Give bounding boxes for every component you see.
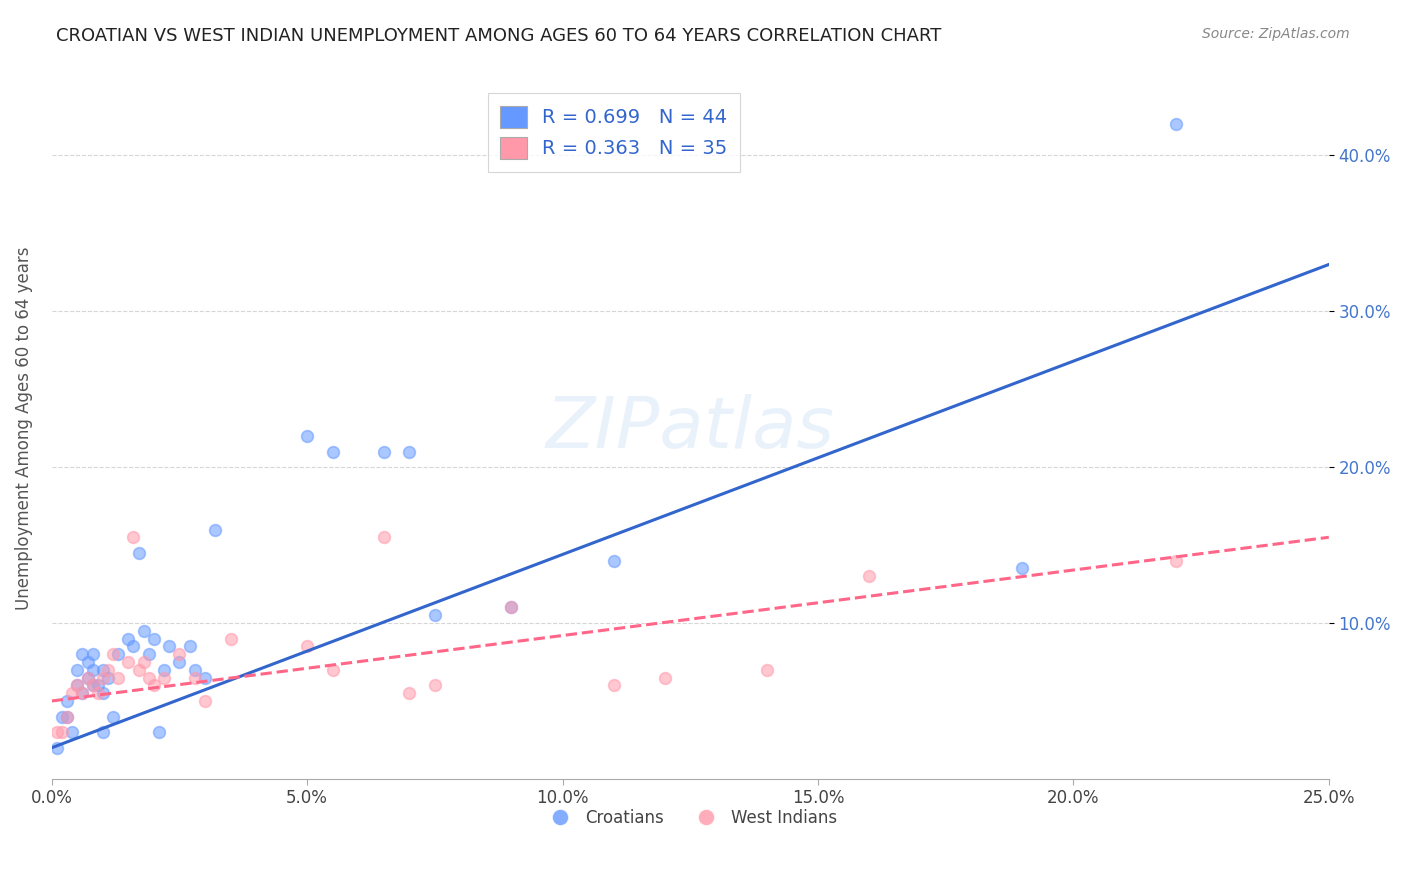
Point: [91, 686, 114, 700]
Point: [142, 678, 165, 692]
Point: [66, 663, 89, 677]
Point: [398, 686, 420, 700]
Point: [138, 671, 160, 685]
Point: [97, 671, 120, 685]
Point: [295, 429, 318, 443]
Point: [501, 600, 523, 615]
Point: [51, 709, 73, 723]
Point: [91, 663, 114, 677]
Point: [138, 647, 160, 661]
Point: [148, 725, 170, 739]
Point: [204, 523, 226, 537]
Point: [122, 530, 145, 544]
Point: [82, 678, 104, 692]
Point: [82, 647, 104, 661]
Point: [602, 678, 624, 692]
Y-axis label: Unemployment Among Ages 60 to 64 years: Unemployment Among Ages 60 to 64 years: [15, 246, 32, 610]
Point: [45, 740, 67, 755]
Point: [184, 663, 207, 677]
Point: [755, 663, 778, 677]
Point: [654, 671, 676, 685]
Point: [322, 444, 344, 458]
Point: [97, 663, 120, 677]
Point: [87, 678, 110, 692]
Point: [60, 686, 83, 700]
Point: [56, 694, 79, 708]
Point: [72, 686, 94, 700]
Point: [101, 647, 124, 661]
Point: [122, 640, 145, 654]
Point: [66, 678, 89, 692]
Point: [179, 640, 201, 654]
Point: [194, 694, 217, 708]
Point: [76, 655, 98, 669]
Point: [56, 709, 79, 723]
Point: [91, 725, 114, 739]
Point: [82, 678, 104, 692]
Point: [117, 632, 139, 646]
Point: [184, 671, 207, 685]
Point: [322, 663, 344, 677]
Point: [128, 663, 150, 677]
Text: CROATIAN VS WEST INDIAN UNEMPLOYMENT AMONG AGES 60 TO 64 YEARS CORRELATION CHART: CROATIAN VS WEST INDIAN UNEMPLOYMENT AMO…: [56, 27, 942, 45]
Point: [107, 671, 129, 685]
Point: [72, 686, 94, 700]
Point: [72, 647, 94, 661]
Point: [142, 632, 165, 646]
Point: [169, 655, 191, 669]
Legend: Croatians, West Indians: Croatians, West Indians: [537, 803, 844, 834]
Point: [51, 725, 73, 739]
Point: [128, 546, 150, 560]
Point: [87, 686, 110, 700]
Point: [169, 647, 191, 661]
Point: [157, 640, 180, 654]
Point: [45, 725, 67, 739]
Point: [602, 554, 624, 568]
Point: [66, 678, 89, 692]
Point: [219, 632, 242, 646]
Point: [60, 725, 83, 739]
Point: [423, 608, 446, 623]
Point: [117, 655, 139, 669]
Point: [1164, 117, 1187, 131]
Point: [295, 640, 318, 654]
Point: [132, 655, 155, 669]
Point: [101, 709, 124, 723]
Point: [373, 530, 395, 544]
Point: [153, 671, 176, 685]
Point: [132, 624, 155, 638]
Point: [423, 678, 446, 692]
Point: [76, 671, 98, 685]
Point: [1164, 554, 1187, 568]
Point: [1011, 561, 1033, 575]
Point: [858, 569, 880, 583]
Point: [56, 709, 79, 723]
Point: [501, 600, 523, 615]
Point: [91, 671, 114, 685]
Text: ZIPatlas: ZIPatlas: [546, 393, 835, 463]
Point: [153, 663, 176, 677]
Text: Source: ZipAtlas.com: Source: ZipAtlas.com: [1202, 27, 1350, 41]
Point: [398, 444, 420, 458]
Point: [373, 444, 395, 458]
Point: [76, 671, 98, 685]
Point: [107, 647, 129, 661]
Point: [82, 663, 104, 677]
Point: [194, 671, 217, 685]
